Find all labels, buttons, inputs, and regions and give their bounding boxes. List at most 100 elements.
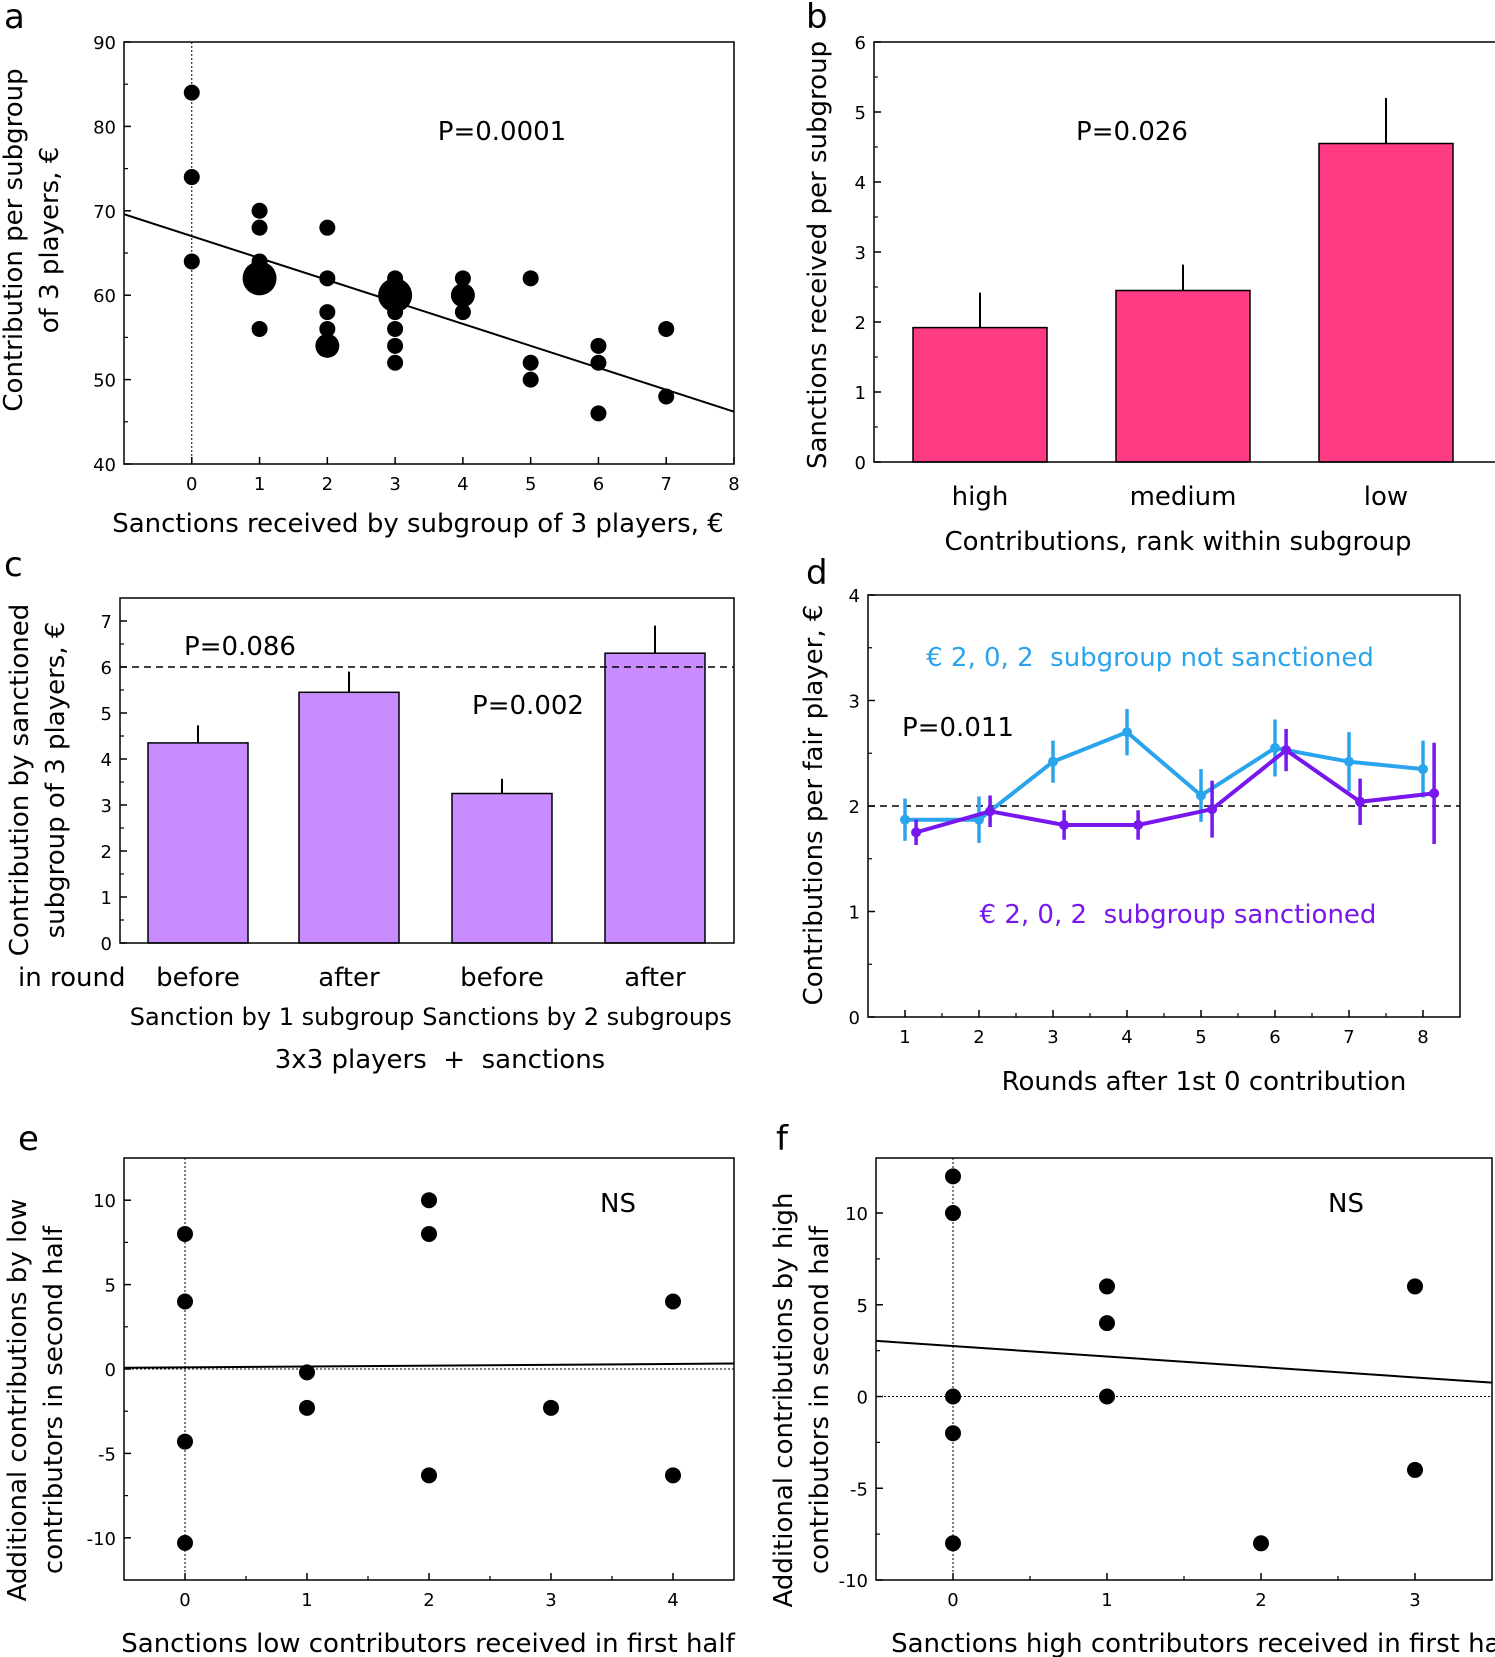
category-label-c: before [460,963,544,993]
a-x-tick-label: 3 [389,474,400,495]
a-x-tick-label: 0 [186,474,197,495]
data-point-e [177,1225,193,1242]
f-y-tick-label: 5 [857,1296,868,1317]
data-point-a [590,405,607,422]
data-point-d-0 [1270,742,1280,753]
p-value-d: P=0.011 [902,713,1014,743]
y-axis-label-b: Sanctions received per subgroup [803,41,833,469]
bars-c: before after before after [147,625,706,993]
category-label-c: after [624,963,686,993]
data-point-d-1 [1207,804,1218,815]
x-axis-label-b: Contributions, rank within subgroup [944,527,1411,557]
d-x-tick-label: 2 [973,1027,984,1048]
a-y-tick-label: 50 [93,371,116,392]
y-axis-label-e-line1: Additional contributions by low [3,1199,33,1602]
a-y-tick-label: 80 [93,117,116,138]
b-y-tick-label: 1 [855,383,866,404]
e-y-tick-label: -10 [87,1529,116,1550]
ticks-b: 0 1 2 3 4 5 6 [855,33,881,474]
data-point-a [183,84,200,101]
c-y-tick-label: 6 [101,658,112,679]
data-point-e [299,1364,315,1381]
data-point-a [590,354,607,371]
category-label-c: after [318,963,380,993]
y-axis-label-a-line1: Contribution per subgroup [0,68,29,411]
d-x-tick-label: 8 [1417,1027,1428,1048]
d-x-tick-label: 6 [1269,1027,1280,1048]
a-x-tick-label: 8 [728,474,739,495]
data-point-a [242,261,277,296]
data-point-a [315,333,340,358]
zero-reference-lines-f [876,1158,1492,1580]
bar-b [912,326,1048,463]
ticks-c: 0 1 2 3 4 5 6 7 [101,612,127,955]
c-y-tick-label: 0 [101,934,112,955]
data-point-e [177,1534,193,1551]
regression-line-a-path [123,213,735,413]
plot-frame-a [123,41,735,465]
c-y-tick-label: 5 [101,704,112,725]
data-point-d-0 [900,814,910,825]
panel-c: c Contribution by sanctioned subgroup of… [4,545,735,1075]
data-point-a [319,219,336,236]
data-point-a [522,371,539,388]
e-x-tick-label: 2 [423,1590,434,1611]
d-x-tick-label: 3 [1047,1027,1058,1048]
c-y-tick-label: 3 [101,796,112,817]
data-point-f [1099,1388,1115,1405]
data-point-a [522,270,539,287]
regression-line-f [875,1339,1493,1384]
ns-label-e: NS [600,1189,636,1219]
data-point-a [251,219,268,236]
b-y-tick-label: 2 [855,313,866,334]
b-y-tick-label: 5 [855,103,866,124]
y-axis-label-e-line2: contributors in second half [39,1225,69,1574]
p-value-a: P=0.0001 [438,117,566,147]
panel-letter-e: e [18,1119,39,1159]
a-x-tick-label: 4 [457,474,468,495]
bar-c [604,652,706,944]
y-axis-label-f-line1: Additional contributions by high [769,1192,799,1607]
c-y-tick-label: 4 [101,750,112,771]
data-point-e [177,1433,193,1450]
data-point-a [387,304,404,321]
data-point-d-0 [1122,727,1132,738]
data-point-e [665,1293,681,1310]
bars-b: high medium low [912,98,1454,512]
data-point-a [183,253,200,270]
a-x-tick-label: 6 [593,474,604,495]
data-point-a [450,283,475,308]
data-point-d-1 [911,827,922,838]
f-x-tick-label: 2 [1255,1590,1266,1611]
data-point-a [454,270,471,287]
e-x-tick-label: 0 [179,1590,190,1611]
a-y-tick-label: 60 [93,286,116,307]
data-point-d-0 [1418,764,1428,775]
c-y-tick-label: 7 [101,612,112,633]
f-y-tick-label: 0 [857,1388,868,1409]
data-point-f [945,1168,961,1185]
data-point-f [945,1425,961,1442]
e-y-tick-label: 10 [93,1191,116,1212]
data-point-a [319,320,336,337]
p-value-c-2: P=0.002 [472,691,584,721]
data-point-d-0 [1196,790,1206,801]
bar-c [298,691,400,944]
data-point-d-1 [1429,788,1440,799]
d-y-tick-label: 0 [849,1008,860,1029]
plot-frame-c [119,597,735,944]
y-axis-label-a-line2: of 3 players, € [35,147,65,333]
data-point-f [1407,1278,1423,1295]
data-point-a [590,337,607,354]
regression-line-e [123,1362,735,1369]
b-y-tick-label: 3 [855,243,866,264]
data-point-f [1099,1315,1115,1332]
data-point-a [319,304,336,321]
plot-frame-f [875,1157,1493,1581]
data-point-a [183,169,200,186]
a-x-tick-label: 7 [660,474,671,495]
a-y-tick-label: 90 [93,33,116,54]
d-x-tick-label: 5 [1195,1027,1206,1048]
ticks-e: -10 -5 0 5 10 0 1 2 3 4 [87,1191,679,1611]
